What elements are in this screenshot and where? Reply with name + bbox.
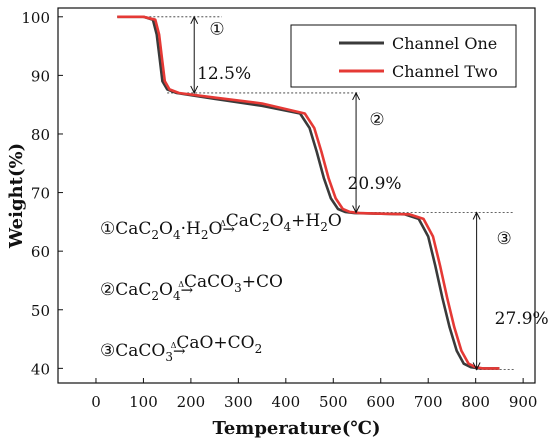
step-2-marker: ②	[369, 110, 384, 130]
formula-text: CaC	[226, 211, 262, 231]
subscript: 3	[234, 281, 242, 295]
x-tick-label: 300	[224, 393, 253, 411]
x-tick-label: 0	[91, 393, 101, 411]
legend: Channel One Channel Two	[290, 24, 517, 88]
formula-text: CaO+CO	[176, 333, 254, 353]
heat-arrow: →	[173, 342, 186, 360]
subscript: 2	[262, 220, 270, 234]
y-tick-label: 40	[31, 360, 50, 378]
formula-text: O	[328, 211, 342, 231]
subscript: 4	[173, 228, 181, 242]
y-tick-label: 90	[31, 67, 50, 85]
reaction-equations: ①CaC2O4·H2O→ΔCaC2O4+H2O②CaC2O4→ΔCaCO3+CO…	[100, 211, 342, 364]
y-tick-label: 80	[31, 126, 50, 144]
step-2-arrow-head-up	[352, 91, 361, 101]
subscript: 2	[151, 228, 159, 242]
heat-symbol: Δ	[178, 280, 184, 289]
series-line-channel-two	[117, 15, 500, 370]
step-2-mass-loss-label: 20.9%	[348, 174, 402, 194]
x-tick-label: 800	[461, 393, 490, 411]
legend-label-channel-one: Channel One	[392, 34, 497, 53]
step-1-mass-loss-label: 12.5%	[197, 64, 251, 84]
heat-arrow: →	[222, 220, 235, 238]
heat-symbol: Δ	[171, 341, 177, 350]
step-3-arrow-head-down	[472, 362, 481, 371]
subscript: 2	[151, 289, 159, 303]
subscript: 2	[320, 220, 328, 234]
series-line-channel-one	[117, 15, 500, 370]
formula-text: O	[159, 280, 173, 300]
step-1-arrow-head-up	[190, 15, 199, 25]
formula-text: CaCO	[115, 341, 165, 361]
x-axis-title: Temperature(℃)	[213, 418, 381, 439]
y-tick-label: 50	[31, 302, 50, 320]
legend-box	[290, 24, 517, 88]
reaction-equation-2: ②CaC2O4→ΔCaCO3+CO	[100, 272, 283, 303]
subscript: 4	[284, 220, 292, 234]
legend-label-channel-two: Channel Two	[392, 62, 498, 81]
x-tick-label: 600	[366, 393, 395, 411]
series-lines	[117, 15, 500, 370]
mass-loss-annotations: ① 12.5% ② 20.9% ③ 27.9%	[190, 15, 549, 371]
axis-ticks: 0 100 200 300 400 500 600 700 800 900 40 50 60 70 80 90…	[21, 9, 537, 411]
x-tick-label: 200	[177, 393, 206, 411]
formula-text: CaCO	[184, 272, 234, 292]
formula-text: O	[159, 219, 173, 239]
reaction-marker: ②	[100, 280, 115, 300]
reaction-marker: ③	[100, 341, 115, 361]
x-tick-label: 100	[129, 393, 158, 411]
formula-text: ·H	[181, 219, 201, 239]
x-tick-label: 400	[272, 393, 301, 411]
subscript: 2	[201, 228, 209, 242]
reaction-equation-3: ③CaCO3→ΔCaO+CO2	[100, 333, 262, 364]
y-tick-label: 70	[31, 185, 50, 203]
x-tick-label: 500	[319, 393, 348, 411]
step-3-arrow-head-up	[472, 211, 481, 220]
step-1-arrow-head-down	[190, 85, 199, 95]
formula-text: CaC	[115, 219, 151, 239]
heat-arrow: →	[181, 281, 194, 299]
y-axis-title: Weight(%)	[6, 143, 27, 249]
formula-text: +H	[291, 211, 320, 231]
formula-text: CaC	[115, 280, 151, 300]
step-3-mass-loss-label: 27.9%	[495, 309, 549, 329]
step-3-marker: ③	[497, 229, 512, 249]
formula-text: +CO	[242, 272, 283, 292]
x-tick-label: 900	[509, 393, 538, 411]
x-tick-label: 700	[414, 393, 443, 411]
subscript: 3	[165, 350, 173, 364]
step-2-arrow-head-down	[352, 205, 361, 214]
y-tick-label: 60	[31, 243, 50, 261]
subscript: 4	[173, 289, 181, 303]
reaction-marker: ①	[100, 219, 115, 239]
subscript: 2	[255, 342, 263, 356]
heat-symbol: Δ	[220, 219, 226, 228]
plot-frame	[57, 7, 536, 384]
y-tick-label: 100	[21, 9, 50, 27]
formula-text: O	[209, 219, 223, 239]
formula-text: O	[270, 211, 284, 231]
step-1-marker: ①	[209, 19, 224, 39]
reaction-equation-1: ①CaC2O4·H2O→ΔCaC2O4+H2O	[100, 211, 342, 242]
